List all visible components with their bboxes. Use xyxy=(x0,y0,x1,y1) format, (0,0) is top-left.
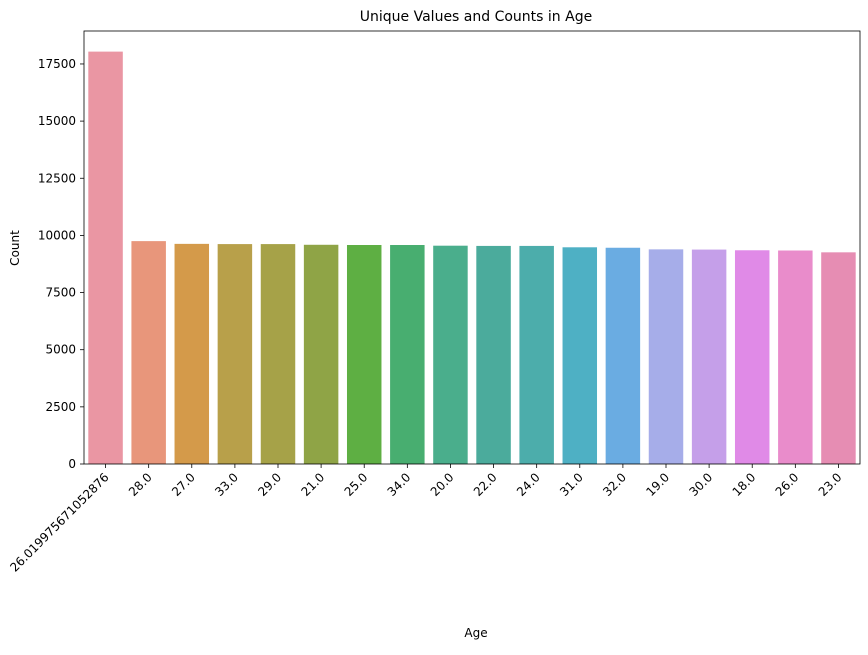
x-tick-label-16: 26.0 xyxy=(773,470,802,499)
x-tick-label-6: 25.0 xyxy=(342,470,371,499)
y-tick-label-2: 5000 xyxy=(45,343,76,357)
x-tick-label-9: 22.0 xyxy=(471,470,500,499)
bar-17 xyxy=(821,252,856,464)
bar-2 xyxy=(174,243,210,464)
x-tick-label-0: 26.019975671052876 xyxy=(7,470,111,574)
bar-10 xyxy=(519,245,554,464)
y-tick-label-3: 7500 xyxy=(45,286,76,300)
x-tick-label-3: 33.0 xyxy=(212,470,241,499)
bar-7 xyxy=(390,245,425,464)
x-tick-label-5: 21.0 xyxy=(298,470,327,499)
x-axis-ticks: 26.019975671052876 28.0 27.0 33.0 29.0 21.0 25… xyxy=(7,464,845,575)
y-tick-label-7: 17500 xyxy=(38,57,76,71)
bar-4 xyxy=(260,244,296,464)
x-tick-label-10: 24.0 xyxy=(514,470,543,499)
bar-0 xyxy=(88,51,123,464)
y-axis-label: Count xyxy=(8,230,22,266)
bar-12 xyxy=(605,247,641,464)
bar-13 xyxy=(648,249,684,464)
bar-14 xyxy=(691,249,727,464)
x-tick-label-1: 28.0 xyxy=(126,470,155,499)
y-tick-label-4: 10000 xyxy=(38,228,76,242)
y-tick-label-1: 2500 xyxy=(45,400,76,414)
bar-1 xyxy=(131,241,166,464)
x-tick-label-13: 19.0 xyxy=(643,470,672,499)
x-tick-label-8: 20.0 xyxy=(428,470,457,499)
bar-9 xyxy=(476,245,511,464)
x-tick-label-14: 30.0 xyxy=(686,470,715,499)
x-tick-label-17: 23.0 xyxy=(816,470,845,499)
x-tick-label-12: 32.0 xyxy=(600,470,629,499)
bars xyxy=(88,51,856,464)
x-tick-label-2: 27.0 xyxy=(169,470,198,499)
bar-5 xyxy=(303,244,339,464)
x-tick-label-4: 29.0 xyxy=(255,470,284,499)
x-tick-label-15: 18.0 xyxy=(730,470,759,499)
y-tick-label-6: 15000 xyxy=(38,114,76,128)
y-tick-label-0: 0 xyxy=(68,457,76,471)
chart-title: Unique Values and Counts in Age xyxy=(360,9,592,25)
x-tick-label-7: 34.0 xyxy=(385,470,414,499)
x-axis-label: Age xyxy=(464,626,487,640)
bar-6 xyxy=(346,245,382,464)
y-axis-ticks: 0 2500 5000 7500 10000 12500 15000 17500 xyxy=(38,57,84,471)
plot-frame xyxy=(83,30,861,465)
bar-16 xyxy=(778,250,813,464)
bar-11 xyxy=(562,247,598,464)
y-tick-label-5: 12500 xyxy=(38,171,76,185)
bar-8 xyxy=(433,245,468,464)
bar-15 xyxy=(734,250,770,464)
bar-3 xyxy=(217,244,253,464)
x-tick-label-11: 31.0 xyxy=(557,470,586,499)
